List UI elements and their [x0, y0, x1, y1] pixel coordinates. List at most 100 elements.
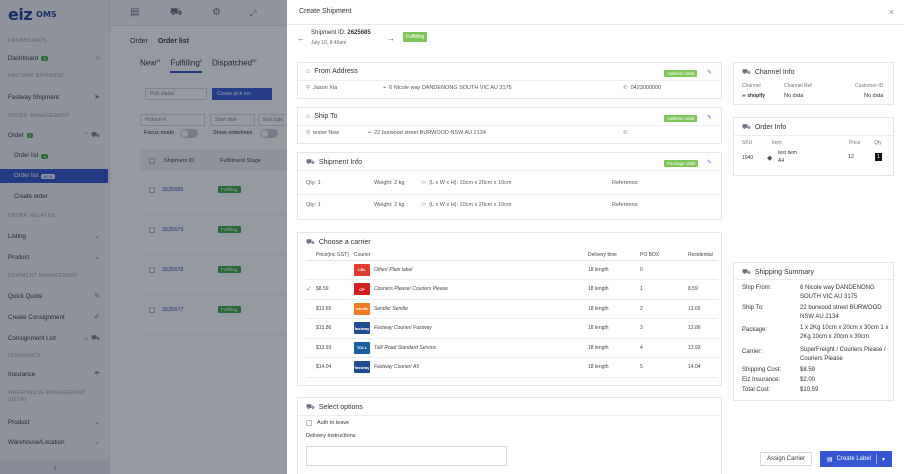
order-item-name: test item [778, 150, 797, 156]
tab-new[interactable]: New44 [140, 58, 160, 73]
carrier-po-box: 4 [640, 338, 688, 358]
carrier-row[interactable]: $13.65 sendle Sendle/ Sendle 18 length 2 13.6… [306, 299, 718, 319]
sidebar-sub-order-list-new[interactable]: Order list NEW [0, 169, 108, 183]
tab-fulfilling[interactable]: Fulfilling5 [170, 58, 203, 73]
shipment-id-label: Shipment ID: [311, 30, 346, 36]
carrier-selected-cell[interactable] [306, 338, 316, 358]
to-phone: ✆ [623, 130, 631, 136]
focus-mode-toggle[interactable] [180, 129, 198, 138]
sidebar-item-product[interactable]: Product ⌄ [8, 251, 102, 263]
phone-icon: ✆ [623, 85, 628, 91]
carrier-row[interactable]: $13.86 fastway Fastway Courier/ Fastway 18 … [306, 318, 718, 339]
edit-icon[interactable]: ✎ [707, 70, 713, 76]
sidebar-item-label: Fastway Shipment [8, 93, 59, 101]
summary-key: Package: [742, 327, 768, 333]
row-shipment-id[interactable]: 2625678 [162, 267, 184, 273]
table-row[interactable]: 2625679 Fulfilling [140, 215, 290, 255]
caret-down-icon[interactable]: ▾ [882, 456, 886, 463]
from-phone-text: 0423000000 [630, 85, 662, 91]
edit-icon[interactable]: ✎ [707, 115, 713, 121]
carrier-row[interactable]: LBL Other/ Plain label 18 length 0 [306, 260, 718, 280]
divider [298, 194, 721, 195]
carrier-selected-cell[interactable]: ✓ [306, 279, 316, 300]
sendle-logo-icon: sendle [354, 302, 370, 315]
carrier-po-box: 1 [640, 279, 688, 300]
auth-to-leave-checkbox[interactable] [306, 420, 312, 426]
col-shipment-id[interactable]: Shipment ID [164, 158, 195, 164]
customer-id-label: Customer-ID [855, 83, 884, 89]
carrier-selected-cell[interactable] [306, 260, 316, 280]
close-icon[interactable]: × [888, 7, 894, 17]
table-row[interactable]: 2625678 Fulfilling [140, 255, 290, 295]
table-icon[interactable]: ▤ [130, 7, 140, 18]
order-list-badge: 4 [41, 153, 48, 159]
ship-to-card: ⌂ Ship To Address Valid ✎ ⚲ tester Nsw ⌖ 22… [297, 107, 722, 144]
end-date-input[interactable]: End date [258, 114, 288, 126]
carrier-row[interactable]: ✓ $8.59 CP Couriers Please/ Couriers Please… [306, 279, 718, 300]
card-header: ⛟ Select options [306, 403, 363, 412]
pickrun-input[interactable]: Pickrun # [140, 114, 205, 126]
arrow-right-icon[interactable]: → [387, 34, 395, 43]
row-checkbox[interactable] [149, 227, 155, 233]
col-delivery-time: Delivery time [588, 251, 640, 261]
truck-icon[interactable]: ⛟ [170, 7, 183, 18]
sidebar-item-wh-product[interactable]: Product ⌄ [8, 416, 102, 428]
row-checkbox[interactable] [149, 307, 155, 313]
select-all-checkbox[interactable] [149, 158, 155, 164]
carrier-row[interactable]: $14.04 fastway Fastway Courier/ A5 18 lengt… [306, 357, 718, 378]
col-fulfillment-stage[interactable]: Fulfillment Stage [220, 158, 261, 164]
sidebar-item-dashboard[interactable]: Dashboard 8 ⌂ [8, 52, 102, 64]
create-pick-run-button[interactable]: Create pick run [212, 88, 272, 100]
fullscreen-icon[interactable]: ⤢ [250, 9, 257, 18]
carrier-name: Couriers Please/ Couriers Please [374, 279, 588, 300]
carrier-selected-cell[interactable] [306, 357, 316, 378]
package-qty: Qty: 1 [306, 202, 321, 208]
delivery-instructions-input[interactable] [306, 446, 507, 466]
truck-icon: ⌄ ⛟ [83, 334, 100, 342]
sidebar-item-label: Order [8, 131, 24, 139]
modal-backdrop[interactable] [0, 0, 287, 474]
card-title: Select options [318, 404, 363, 411]
sidebar-sub-create-order[interactable]: Create order [14, 190, 106, 204]
card-header: ⌂ From Address [306, 68, 358, 75]
row-shipment-id[interactable]: 2625679 [162, 227, 184, 233]
app-logo[interactable]: eiz OMS [8, 5, 57, 24]
sidebar-item-consignment-list[interactable]: Consignment List ⌄ ⛟ [8, 332, 102, 344]
end-date-placeholder: End date [263, 117, 284, 123]
sidebar-item-warehouse-location[interactable]: Warehouse/Location ⌄ [8, 436, 102, 448]
card-title: From Address [314, 68, 358, 75]
sidebar-collapse-button[interactable]: ‹ [0, 460, 110, 474]
arrow-left-icon[interactable]: ← [297, 34, 305, 43]
row-shipment-id[interactable]: 2625685 [162, 187, 184, 193]
carrier-selected-cell[interactable] [306, 318, 316, 339]
table-row[interactable]: 2625685 Fulfilling [140, 175, 290, 215]
carrier-selected-cell[interactable] [306, 299, 316, 319]
row-checkbox[interactable] [149, 267, 155, 273]
gear-icon[interactable]: ⚙ [212, 7, 221, 18]
status-badge: Fulfilling [403, 32, 428, 42]
carrier-row[interactable]: $13.93 TOLL Toll/ Road Standard Service 18 … [306, 338, 718, 358]
summary-value: 1 x 2Kg 10cm x 20cm x 30cm 1 x 2Kg 10cm … [800, 325, 889, 340]
tab-dispatched[interactable]: Dispatched50 [212, 58, 256, 73]
sidebar-item-create-consignment[interactable]: Create Consignment ✐ [8, 311, 102, 323]
section-shipment-management: SHIPMENT MANAGEMENT [8, 273, 79, 279]
sidebar-item-label: Dashboard [8, 54, 39, 62]
row-shipment-id[interactable]: 2625677 [162, 307, 184, 313]
sidebar-item-insurance[interactable]: Insurance ☂ [8, 368, 102, 380]
sidebar-item-listing[interactable]: Listing ⌄ [8, 230, 102, 242]
sidebar-item-fastway[interactable]: Fastway Shipment ➤ [8, 91, 102, 103]
pick-status-select[interactable]: Pick status [145, 88, 207, 100]
breadcrumb-order[interactable]: Order [130, 38, 148, 45]
create-label-button[interactable]: ▤ Create Label ▾ [820, 451, 892, 467]
row-checkbox[interactable] [149, 187, 155, 193]
table-row[interactable]: 2625677 Fulfilling [140, 295, 290, 335]
sidebar-item-order[interactable]: Order 4 ⌃ ⛟ [8, 129, 102, 141]
sidebar-item-quick-quote[interactable]: Quick Quote ✎ [8, 290, 102, 302]
start-date-input[interactable]: Start date [210, 114, 255, 126]
show-orderlines-toggle[interactable] [260, 129, 278, 138]
sidebar-sub-order-list[interactable]: Order list 4 [14, 149, 106, 163]
edit-icon[interactable]: ✎ [707, 160, 713, 166]
section-dashboards: DASHBOARDS [8, 38, 48, 44]
divider [298, 415, 721, 416]
assign-carrier-button[interactable]: Assign Carrier [760, 452, 812, 466]
